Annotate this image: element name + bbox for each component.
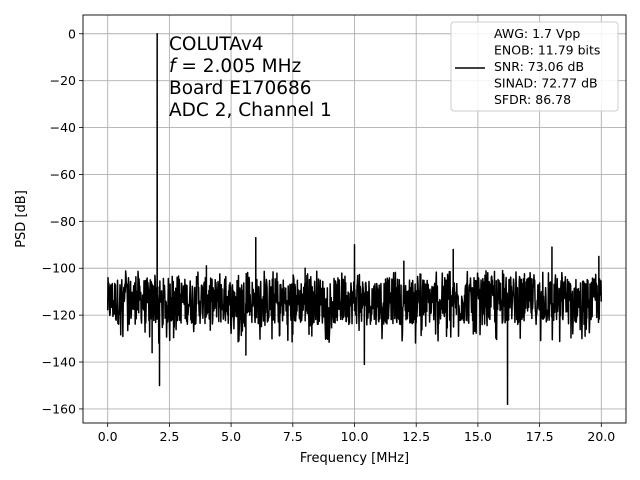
y-tick-label: −100 — [42, 261, 76, 276]
legend-entry-snr: SNR: 73.06 dB — [494, 59, 584, 74]
y-tick-label: −120 — [42, 308, 76, 323]
y-axis-label: PSD [dB] — [14, 190, 29, 248]
spectral-peak-point — [501, 269, 504, 272]
y-tick-label: −80 — [50, 214, 76, 229]
psd-series-line — [106, 33, 603, 405]
spectral-peak-point — [255, 237, 257, 239]
x-tick-label: 5.0 — [221, 429, 241, 444]
spectral-dip-point — [158, 384, 161, 387]
chart-annotation: COLUTAv4 f = 2.005 MHz Board E170686 ADC… — [169, 34, 332, 121]
legend-entry-awg: AWG: 1.7 Vpp — [494, 26, 580, 41]
x-tick-label: 12.5 — [402, 429, 430, 444]
annotation-line-2: f = 2.005 MHz — [169, 56, 301, 77]
spectral-dip-point — [245, 354, 247, 356]
spectral-dip-point — [506, 403, 509, 405]
y-tick-label: −160 — [42, 401, 76, 416]
legend-box — [450, 21, 619, 112]
spectral-peak-point — [304, 267, 306, 269]
annotation-line-1: COLUTAv4 — [169, 34, 264, 55]
y-tick-label: 0 — [68, 26, 76, 41]
annotation-line-4: ADC 2, Channel 1 — [169, 100, 332, 121]
y-tick-label: −20 — [50, 73, 76, 88]
x-tick-label: 7.5 — [283, 429, 303, 444]
x-tick-label: 20.0 — [587, 429, 615, 444]
spectral-peak-point — [452, 248, 454, 251]
legend: AWG: 1.7 Vpp ENOB: 11.79 bits SNR: 73.06… — [450, 21, 619, 112]
spectral-peak-point — [205, 265, 208, 267]
annotation-frequency-value: = 2.005 MHz — [176, 56, 302, 77]
x-tick-label: 17.5 — [526, 429, 554, 444]
y-tick-label: −40 — [50, 120, 76, 135]
spectral-peak-point — [353, 244, 356, 246]
grid — [83, 15, 626, 423]
annotation-line-3: Board E170686 — [169, 78, 312, 99]
x-tick-label: 0.0 — [98, 429, 118, 444]
x-tick-label: 10.0 — [341, 429, 369, 444]
x-tick-label: 2.5 — [159, 429, 179, 444]
spectral-dip-point — [363, 363, 365, 365]
legend-entry-sfdr: SFDR: 86.78 — [494, 92, 571, 107]
legend-entry-sinad: SINAD: 72.77 dB — [494, 76, 598, 91]
x-tick-label: 15.0 — [464, 429, 492, 444]
x-axis-label: Frequency [MHz] — [300, 451, 409, 466]
spectral-peak-point — [551, 246, 553, 248]
spectral-peak-point — [403, 260, 405, 262]
series-layer — [106, 33, 603, 405]
annotation-italic-f: f — [169, 56, 178, 77]
spectral-peak-point — [598, 255, 600, 258]
spectral-peak-point — [156, 33, 158, 35]
legend-entry-enob: ENOB: 11.79 bits — [494, 43, 600, 58]
y-tick-label: −140 — [42, 355, 76, 370]
spectral-dip-point — [151, 352, 153, 354]
axis-ticks: 0.0 2.5 5.0 7.5 10.0 12.5 15.0 17.5 20.0 0 −20 −40 −… — [42, 26, 616, 444]
y-tick-label: −60 — [50, 167, 76, 182]
